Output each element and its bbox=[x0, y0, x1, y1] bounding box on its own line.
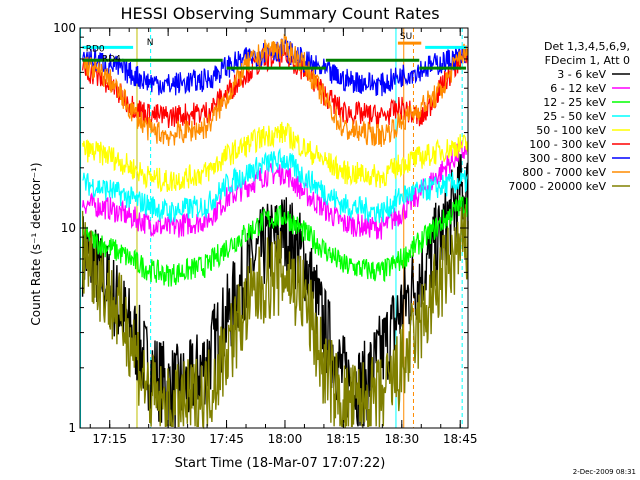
flag-label: RD0 bbox=[86, 45, 105, 55]
y-axis-label: Count Rate (s⁻¹ detector⁻¹) bbox=[29, 162, 43, 325]
series-line bbox=[82, 147, 469, 224]
series-line bbox=[82, 195, 469, 287]
legend-label: 800 - 7000 keV bbox=[522, 166, 606, 179]
series-line bbox=[82, 121, 469, 193]
x-tick-label: 18:45 bbox=[443, 432, 478, 446]
legend-label: 6 - 12 keV bbox=[550, 82, 606, 95]
y-tick-label: 1 bbox=[68, 421, 76, 435]
series-line bbox=[81, 153, 469, 428]
y-tick-label: 10 bbox=[61, 221, 76, 235]
x-axis-label: Start Time (18-Mar-07 17:07:22) bbox=[175, 456, 386, 471]
legend-label: 50 - 100 keV bbox=[536, 124, 606, 137]
legend-label: 100 - 300 keV bbox=[529, 138, 606, 151]
generation-timestamp: 2-Dec-2009 08:31 bbox=[573, 468, 636, 476]
legend-header-detectors: Det 1,3,4,5,6,9, bbox=[544, 40, 630, 53]
x-tick-label: 17:15 bbox=[92, 432, 127, 446]
y-tick-label: 100 bbox=[53, 21, 76, 35]
flag-label: RD4 bbox=[102, 54, 121, 64]
x-tick-label: 17:30 bbox=[151, 432, 186, 446]
chart-title: HESSI Observing Summary Count Rates bbox=[120, 4, 439, 23]
series-line bbox=[82, 33, 469, 148]
legend-label: 3 - 6 keV bbox=[557, 68, 606, 81]
flag-label: N bbox=[147, 38, 154, 48]
series-line bbox=[81, 204, 469, 430]
legend-header-decimation: FDecim 1, Att 0 bbox=[545, 54, 630, 67]
x-tick-label: 18:00 bbox=[268, 432, 303, 446]
flag-label: SU bbox=[400, 32, 412, 42]
x-tick-label: 18:30 bbox=[385, 432, 420, 446]
legend-label: 7000 - 20000 keV bbox=[508, 180, 606, 193]
legend-label: 25 - 50 keV bbox=[543, 110, 606, 123]
legend-label: 300 - 800 keV bbox=[529, 152, 606, 165]
legend-label: 12 - 25 keV bbox=[543, 96, 606, 109]
x-tick-label: 18:15 bbox=[326, 432, 361, 446]
x-tick-label: 17:45 bbox=[209, 432, 244, 446]
